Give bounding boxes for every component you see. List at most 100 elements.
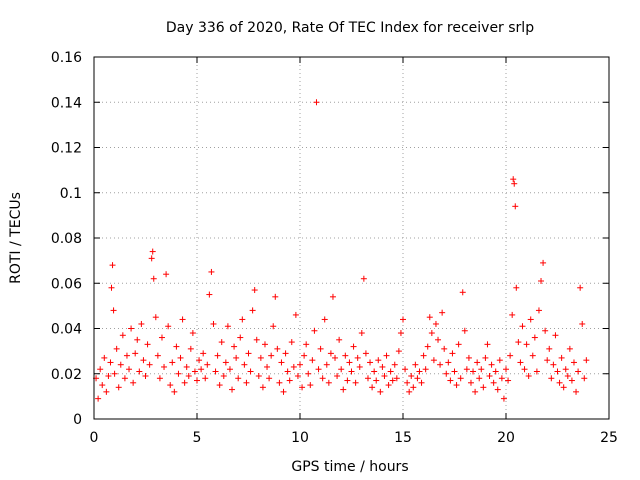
data-point (144, 341, 151, 348)
data-point (550, 361, 557, 368)
data-point (163, 271, 170, 278)
data-point (261, 341, 268, 348)
data-point (218, 339, 225, 346)
data-point (288, 339, 295, 346)
data-point (187, 345, 194, 352)
data-point (474, 359, 481, 366)
data-point (500, 395, 507, 402)
data-point (412, 361, 419, 368)
axis-ticks: 0 0.02 0.04 0.06 0.08 0.1 0.12 0.14 0.16 0 5 10 15 20… (51, 50, 618, 446)
data-point (108, 284, 115, 291)
data-point (573, 388, 580, 395)
data-point (540, 259, 547, 266)
data-points (93, 99, 590, 402)
data-point (344, 377, 351, 384)
data-point (233, 354, 240, 361)
data-point (439, 309, 446, 316)
data-point (554, 368, 561, 375)
data-point (128, 325, 135, 332)
data-point (472, 388, 479, 395)
data-point (352, 379, 359, 386)
data-point (496, 357, 503, 364)
data-point (391, 361, 398, 368)
data-point (297, 361, 303, 368)
data-point (484, 341, 491, 348)
plot-frame (93, 56, 610, 420)
data-point (393, 375, 400, 382)
data-point (243, 379, 250, 386)
data-point (437, 361, 444, 368)
data-point (257, 354, 264, 361)
data-point (379, 363, 386, 370)
data-point (416, 368, 423, 375)
data-point (354, 354, 361, 361)
data-point (377, 388, 384, 395)
data-point (467, 379, 474, 386)
data-point (465, 354, 472, 361)
data-point (566, 345, 573, 352)
data-point (435, 336, 442, 343)
data-point (369, 384, 376, 391)
data-point (313, 99, 320, 106)
data-point (404, 379, 411, 386)
x-tick-label: 15 (394, 430, 412, 446)
data-point (299, 384, 306, 391)
data-point (321, 316, 328, 323)
data-point (305, 370, 312, 377)
data-point (274, 345, 281, 352)
data-point (529, 352, 536, 359)
y-tick-label: 0.1 (60, 186, 82, 202)
data-point (280, 388, 287, 395)
data-point (451, 368, 458, 375)
data-point (110, 307, 117, 314)
data-point (517, 359, 524, 366)
data-point (152, 314, 159, 321)
data-point (214, 352, 221, 359)
data-point (515, 339, 522, 346)
data-point (470, 368, 477, 375)
y-tick-label: 0.14 (51, 95, 82, 111)
data-point (480, 384, 487, 391)
data-point (533, 368, 540, 375)
data-point (476, 375, 483, 382)
data-point (334, 373, 341, 380)
data-point (97, 366, 104, 373)
data-point (371, 368, 378, 375)
data-point (206, 291, 213, 298)
data-point (535, 307, 542, 314)
data-point (259, 384, 266, 391)
data-point (202, 375, 209, 382)
data-point (350, 343, 357, 350)
data-point (220, 373, 227, 380)
y-axis-label: ROTI / TECUs (8, 192, 24, 284)
data-point (490, 379, 497, 386)
chart-title: Day 336 of 2020, Rate Of TEC Index for r… (166, 20, 534, 36)
data-point (189, 330, 196, 337)
data-point (397, 330, 404, 337)
data-point (226, 366, 233, 373)
data-point (420, 352, 427, 359)
data-point (441, 345, 448, 352)
data-point (194, 377, 200, 384)
data-point (196, 357, 203, 364)
data-point (235, 375, 242, 382)
data-point (167, 382, 174, 389)
data-point (348, 368, 355, 375)
x-tick-label: 5 (193, 430, 202, 446)
data-point (268, 352, 275, 359)
data-point (105, 373, 112, 380)
data-point (367, 359, 374, 366)
data-point (568, 377, 575, 384)
data-point (276, 379, 283, 386)
data-point (284, 368, 291, 375)
data-point (210, 320, 217, 327)
data-point (459, 289, 466, 296)
data-point (204, 361, 211, 368)
data-point (278, 359, 285, 366)
data-point (264, 363, 271, 370)
data-point (445, 359, 452, 366)
data-point (546, 345, 553, 352)
data-point (414, 375, 421, 382)
data-point (336, 336, 343, 343)
data-point (123, 352, 130, 359)
